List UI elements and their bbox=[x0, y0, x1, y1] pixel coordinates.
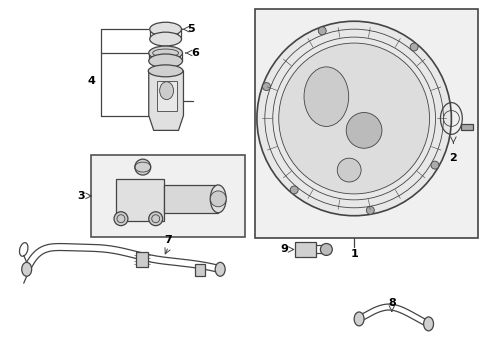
Ellipse shape bbox=[148, 46, 182, 60]
Circle shape bbox=[366, 206, 373, 214]
Bar bbox=[195, 264, 205, 276]
Circle shape bbox=[135, 159, 150, 175]
Circle shape bbox=[290, 186, 298, 194]
Bar bbox=[254, 9, 477, 238]
Text: 6: 6 bbox=[191, 48, 199, 58]
Bar bbox=[136, 252, 147, 267]
Ellipse shape bbox=[149, 22, 181, 36]
Ellipse shape bbox=[210, 185, 225, 213]
Circle shape bbox=[409, 43, 417, 51]
Circle shape bbox=[346, 113, 381, 148]
Bar bbox=[294, 242, 316, 257]
Polygon shape bbox=[148, 71, 183, 130]
Circle shape bbox=[320, 243, 332, 255]
Circle shape bbox=[278, 43, 428, 194]
Text: 3: 3 bbox=[77, 191, 85, 201]
Circle shape bbox=[318, 27, 325, 35]
Circle shape bbox=[337, 158, 360, 182]
Text: 7: 7 bbox=[164, 234, 172, 244]
Ellipse shape bbox=[353, 312, 364, 326]
Text: 2: 2 bbox=[448, 153, 456, 163]
Ellipse shape bbox=[423, 317, 433, 331]
Ellipse shape bbox=[215, 262, 224, 276]
Bar bbox=[163, 185, 218, 213]
Ellipse shape bbox=[149, 32, 181, 46]
Ellipse shape bbox=[160, 82, 173, 100]
Bar bbox=[156, 81, 176, 111]
Text: 1: 1 bbox=[349, 249, 357, 260]
Bar bbox=[460, 125, 472, 130]
Circle shape bbox=[262, 82, 270, 91]
Bar bbox=[116, 179, 163, 221]
Ellipse shape bbox=[304, 67, 348, 126]
Circle shape bbox=[148, 212, 163, 226]
Circle shape bbox=[114, 212, 128, 226]
Bar bbox=[91, 155, 244, 237]
Ellipse shape bbox=[21, 262, 32, 276]
Text: 8: 8 bbox=[387, 298, 395, 308]
Circle shape bbox=[210, 191, 225, 207]
Text: 4: 4 bbox=[87, 76, 95, 86]
Ellipse shape bbox=[148, 65, 183, 77]
Circle shape bbox=[256, 21, 450, 216]
Text: 5: 5 bbox=[187, 24, 195, 34]
Circle shape bbox=[430, 161, 438, 169]
Text: 9: 9 bbox=[280, 244, 288, 255]
Ellipse shape bbox=[148, 54, 182, 68]
